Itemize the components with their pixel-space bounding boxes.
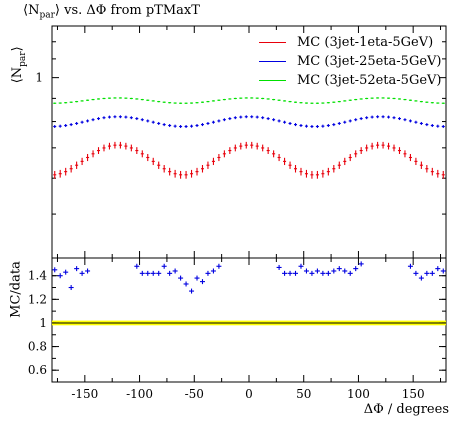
legend-label-1eta: MC (3jet-1eta-5GeV) (297, 35, 434, 50)
legend-swatch-green (259, 80, 286, 81)
ratio-x-tick-label: 100 (347, 387, 370, 401)
ratio-x-tick-label: 50 (296, 387, 311, 401)
ratio-y-tick-label: 1 (39, 316, 47, 330)
series-3 (53, 97, 445, 104)
main-y-tick-label: 1 (35, 71, 43, 85)
legend-entry-52eta: MC (3jet-52eta-5GeV) (259, 71, 442, 90)
series-2 (53, 115, 445, 129)
legend: MC (3jet-1eta-5GeV) MC (3jet-25eta-5GeV)… (259, 33, 442, 90)
main-plot: 1 (35, 25, 447, 259)
ratio-y-tick-label: 0.6 (28, 363, 47, 377)
x-axis-label: ΔΦ / degrees (363, 402, 449, 417)
ratio-plot: 0.6 0.8 1 1.2 1.4 -150 -100 -50 0 50 100 150 (28, 257, 447, 401)
ratio-y-tick-label: 1.2 (28, 292, 47, 306)
ratio-x-tick-label: 150 (402, 387, 425, 401)
y-axis-label-main: ⟨Npar⟩ (10, 46, 28, 84)
chart-title: ⟨Npar⟩ vs. ΔΦ from pTMaxT (23, 3, 200, 21)
ratio-x-tick-label: -100 (126, 387, 153, 401)
ratio-frame (51, 257, 447, 383)
ratio-x-tick-label: -150 (71, 387, 98, 401)
legend-swatch-blue (259, 61, 286, 62)
ratio-y-tick-label: 1.4 (28, 269, 47, 283)
ratio-series-blue (52, 261, 446, 294)
legend-entry-1eta: MC (3jet-1eta-5GeV) (259, 33, 442, 52)
legend-swatch-red (259, 42, 286, 43)
series-1 (53, 141, 445, 179)
legend-label-52eta: MC (3jet-52eta-5GeV) (297, 73, 442, 88)
ratio-x-tick-label: -50 (185, 387, 204, 401)
legend-label-25eta: MC (3jet-25eta-5GeV) (297, 54, 442, 69)
ratio-y-tick-label: 0.8 (28, 340, 47, 354)
legend-entry-25eta: MC (3jet-25eta-5GeV) (259, 52, 442, 71)
y-axis-label-ratio: MC/data (8, 261, 24, 318)
ratio-x-tick-label: 0 (245, 387, 253, 401)
